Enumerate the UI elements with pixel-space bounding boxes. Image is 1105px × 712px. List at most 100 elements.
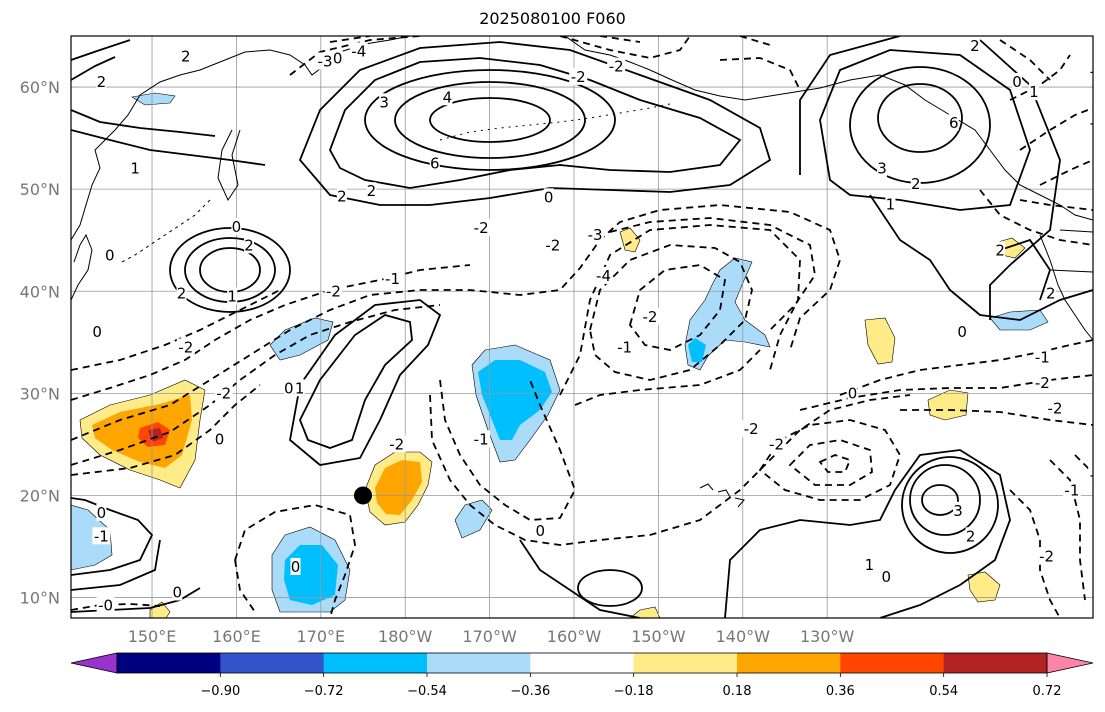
contour-label-background [214,430,225,448]
contour-label-background [1088,62,1093,80]
longitude-tick-labels: 150°E 160°E 170°E 180°W 170°W 160°W 150°W 140°W… [128,627,855,646]
contour-label: 0 [333,49,343,67]
shade-warm-small-7 [629,606,661,618]
contour-label-background [472,430,491,448]
contour-neg-east-2 [559,224,801,406]
contour-high-3 [364,69,616,171]
contour-label-background [214,384,233,402]
contour-label-background [1045,284,1056,302]
contour-label-background [957,323,968,341]
contour-label: 2 [177,284,187,302]
contour-label-background [1088,466,1093,484]
colorbar [70,652,1094,674]
latitude-tick-label: 30°N [20,384,60,403]
contour-label: 0 [848,384,858,402]
contour-label-background [383,270,402,288]
contour-label: 0 [105,247,115,265]
shade-warm-marker-mid [375,460,422,515]
contour-nw-1 [71,109,266,166]
contour-label: 0 [284,379,294,397]
contour-label: -2 [744,420,759,438]
latitude-tick-label: 20°N [20,486,60,505]
contour-high-4 [394,81,586,159]
map-background [71,36,1093,618]
coast-kamchatka [217,129,241,202]
contour-label: -2 [1090,63,1105,81]
contour-label: 2 [966,527,976,545]
contour-high-1 [298,41,772,206]
contour-label: -2 [1090,114,1105,132]
contour-se-0 [724,449,1011,618]
contour-label: 0 [291,558,301,576]
contour-label-background [379,93,390,111]
coast-japan [71,233,93,301]
contour-label: 2 [911,175,921,193]
contour-label: -2 [545,236,560,254]
colorbar-segment [220,653,325,673]
contour-label: -1 [1064,481,1079,499]
contour-label: 3 [379,93,389,111]
coast-kurils [121,199,211,263]
shade-cold-center-mid [478,360,552,440]
contour-label: 2 [970,37,980,55]
contour-label-background [231,217,242,235]
contour-label: 2 [995,241,1005,259]
colorbar-extend-min [70,652,118,674]
contour-s-0 [577,569,643,607]
contour-label-background [543,236,562,254]
contour-nw-2 [71,39,131,81]
contour-high-2 [329,57,742,189]
contour-label-background [1012,72,1023,90]
coast-alaska [564,36,1093,221]
shade-warm-small-6 [149,601,171,618]
contour-label: 0 [535,522,545,540]
contour-label: -2 [1039,548,1054,566]
contour-label: 0 [1012,73,1022,91]
contour-label-background [948,113,959,131]
colorbar-tick-label: −0.18 [614,684,654,699]
contour-label: -2 [216,384,231,402]
contour-neg-np [719,36,801,91]
contour-label-background [742,420,761,438]
colorbar-segment [117,653,221,673]
contour-label: -1 [617,338,632,356]
contour-label: -2 [1035,374,1050,392]
contour-label: 0 [92,323,102,341]
contour-neg-west-2 [71,304,441,476]
contour-label: -2 [389,435,404,453]
contour-label: 0 [97,504,107,522]
chart-title: 2025080100 F060 [479,9,626,28]
contour-label-background [952,501,963,519]
contour-label-background [172,583,183,601]
contour-label-background [336,187,347,205]
contour-label-background [864,555,875,573]
contour-label: -3 [318,53,333,71]
contour-label-background [1062,481,1081,499]
contour-label: -2 [642,308,657,326]
contour-label-background [535,522,546,540]
contour-label: -1 [1035,349,1050,367]
contour-label: -2 [474,219,489,237]
contour-label: -2 [609,58,624,76]
shade-cold-edge [71,504,113,571]
contour-mid-0 [289,299,442,466]
longitude-tick-label: 160°E [212,627,261,646]
storm-location-marker [354,486,372,505]
colorbar-tick-label: −0.54 [407,684,447,699]
contour-label: -0 [98,597,113,615]
colorbar-segment [943,653,1048,673]
contour-label: -4 [596,267,611,285]
contour-label-background [885,195,896,213]
contour-label-background [366,182,377,200]
contour-label-background [543,188,554,206]
contour-label: 1 [865,556,875,574]
contour-label-background [96,503,107,521]
contour-label-background [96,72,107,90]
coast-mainland-edge [1049,229,1093,273]
contour-label: -2 [178,338,193,356]
contour-high-6 [429,97,551,143]
colorbar-segment [633,653,738,673]
